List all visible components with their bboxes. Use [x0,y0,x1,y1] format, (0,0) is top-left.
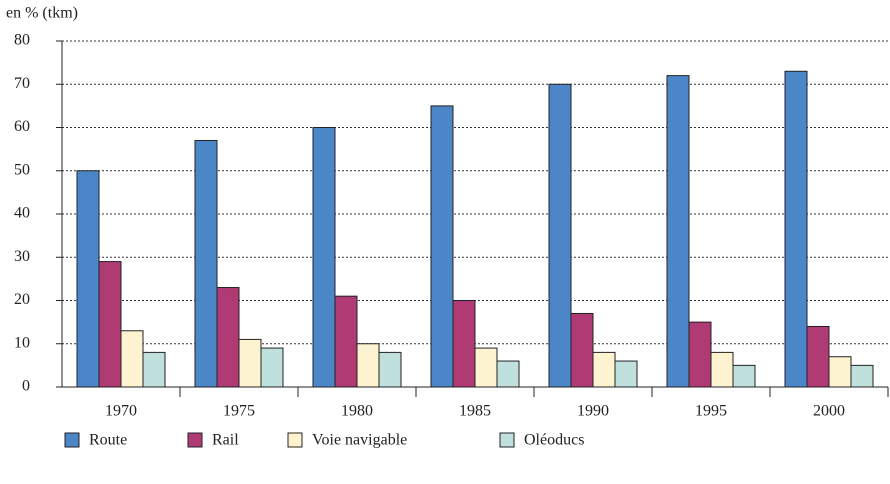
x-tick-label: 2000 [813,403,845,420]
bar [850,364,874,388]
bar [378,351,402,388]
legend-swatch [499,432,515,448]
bar [216,287,240,388]
y-tick-label: 10 [14,334,30,351]
bar [688,321,712,388]
legend-swatch [187,432,203,448]
y-tick-label: 70 [14,75,30,92]
legend-swatch [287,432,303,448]
x-tick-label: 1990 [577,403,609,420]
x-tick-label: 1975 [223,403,255,420]
bar [666,75,690,388]
bar [496,360,520,388]
legend-label: Voie navigable [312,432,407,449]
y-tick-label: 80 [14,32,30,49]
y-tick-label: 20 [14,291,30,308]
bar [194,139,218,388]
bar [120,330,144,388]
y-tick-label: 30 [14,248,30,265]
y-tick-label: 50 [14,161,30,178]
bar [614,360,638,388]
y-tick-label: 60 [14,118,30,135]
bar [474,347,498,388]
bar [334,295,358,388]
bar [142,351,166,388]
x-tick-label: 1970 [105,403,137,420]
bar [238,338,262,388]
bar [98,261,122,388]
bar [806,325,830,388]
legend-label: Rail [212,432,239,449]
x-tick-label: 1995 [695,403,727,420]
legend-label: Route [89,432,127,449]
bar [828,356,852,388]
bar [732,364,756,388]
bar [356,343,380,388]
bar [570,312,594,388]
y-axis-label: en % (tkm) [6,5,78,22]
bar [76,170,100,388]
bar [548,83,572,388]
legend-label: Oléoducs [524,432,584,449]
bar [592,351,616,388]
bar [260,347,284,388]
x-tick-label: 1985 [459,403,491,420]
y-tick-label: 0 [22,378,30,395]
x-tick-label: 1980 [341,403,373,420]
bar [312,127,336,388]
bar [430,105,454,388]
legend-swatch [64,432,80,448]
y-tick-label: 40 [14,205,30,222]
bar [452,300,476,388]
bar [784,70,808,388]
bar [710,351,734,388]
